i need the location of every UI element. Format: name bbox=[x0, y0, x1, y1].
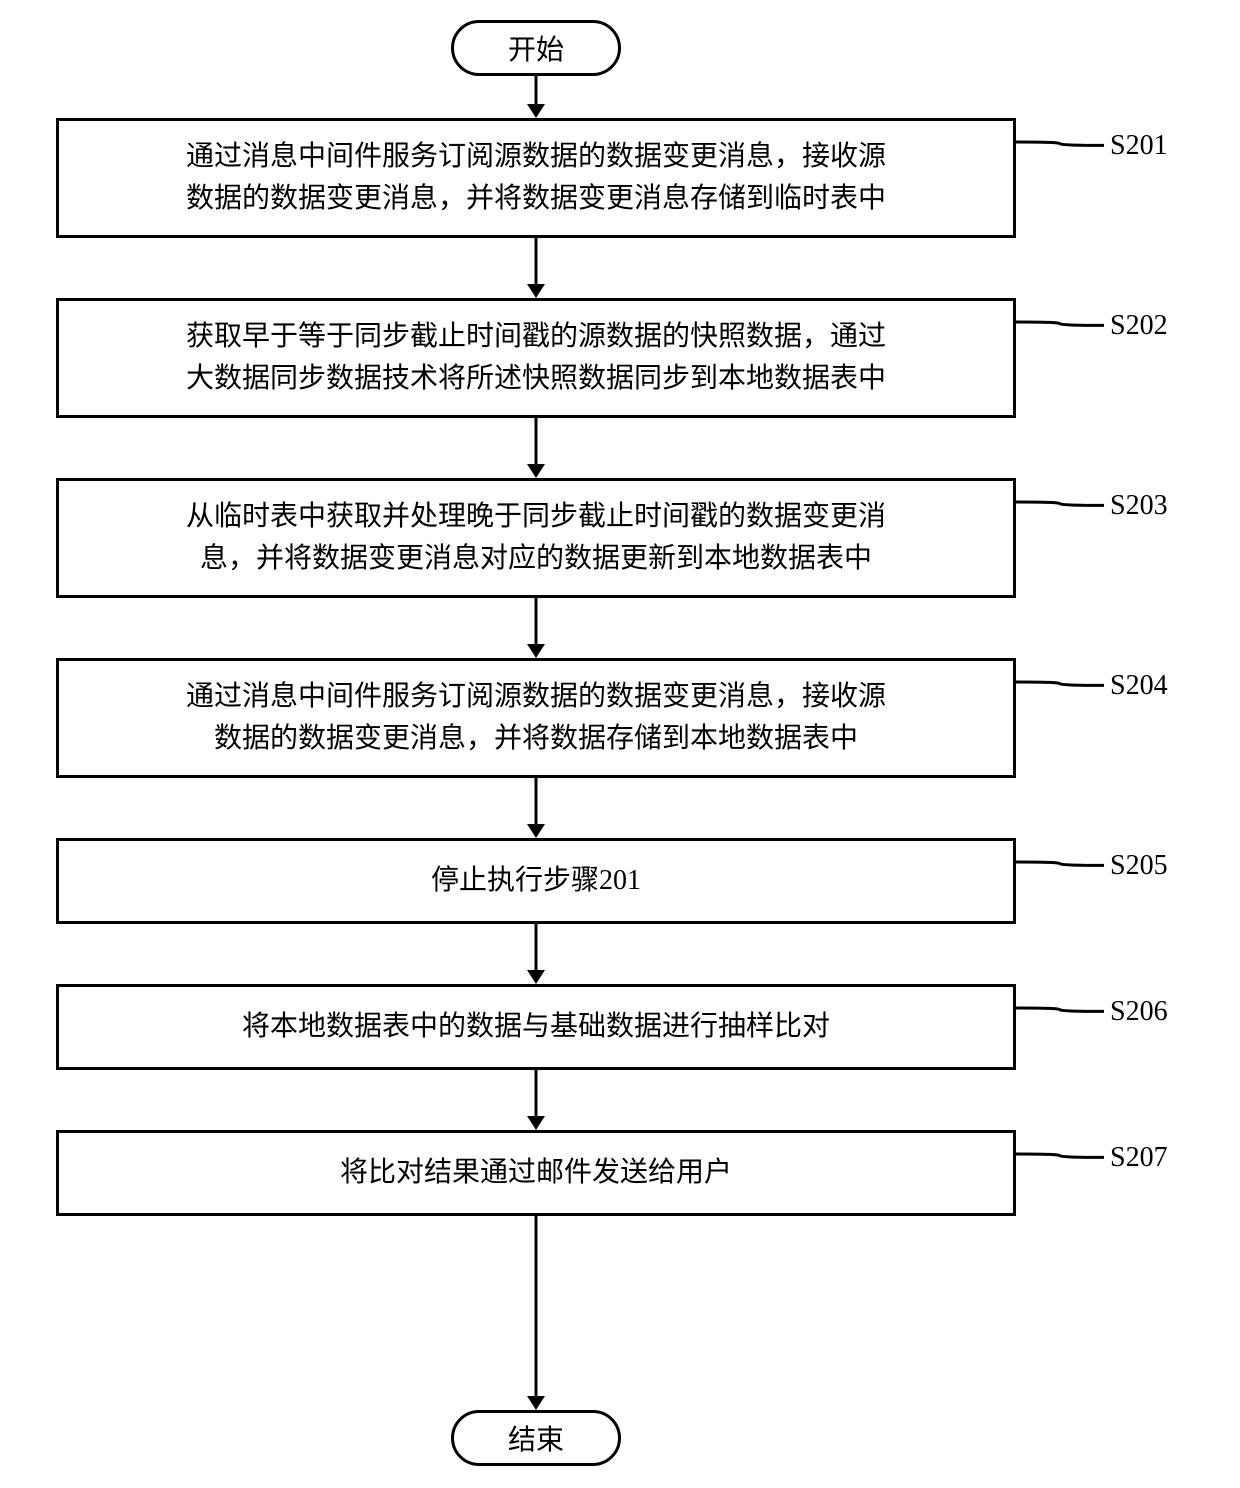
flowchart-canvas: 开始结束通过消息中间件服务订阅源数据的数据变更消息，接收源数据的数据变更消息，并… bbox=[0, 0, 1240, 1488]
flow-arrow bbox=[0, 0, 1240, 1488]
